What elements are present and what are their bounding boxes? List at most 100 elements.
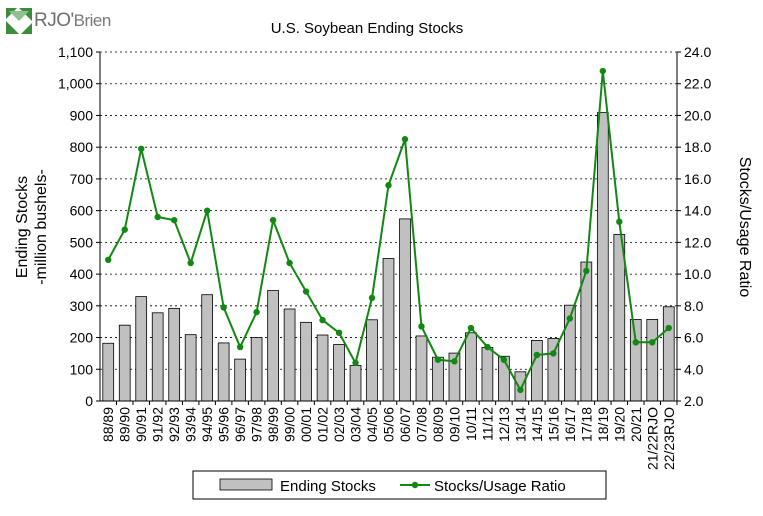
left-tick-label: 1,100 — [58, 44, 93, 60]
right-tick-label: 18.0 — [684, 139, 711, 155]
x-tick-label: 09/10 — [446, 407, 462, 442]
bar-ending-stocks — [316, 334, 329, 402]
left-tick-label: 600 — [70, 203, 94, 219]
bar-ending-stocks — [415, 335, 428, 402]
right-tick-label: 22.0 — [684, 76, 711, 92]
bar-ending-stocks — [234, 358, 246, 402]
x-tick-label: 06/07 — [397, 407, 413, 442]
point-stocks-usage-ratio — [451, 358, 458, 365]
bar-ending-stocks — [349, 365, 362, 402]
y-axis-label-left-1: Ending Stocks — [14, 176, 31, 278]
x-tick-label: 22/23RJO — [661, 407, 677, 470]
left-tick-label: 300 — [70, 298, 94, 314]
x-tick-label: 88/89 — [100, 407, 116, 442]
bar-ending-stocks — [547, 338, 560, 402]
bar-ending-stocks — [168, 307, 181, 402]
bar-ending-stocks — [613, 234, 626, 402]
x-tick-label: 11/12 — [479, 407, 495, 441]
y-axis-label-left-2: -million bushels- — [33, 169, 50, 285]
bar-ending-stocks — [118, 324, 131, 402]
x-tick-label: 05/06 — [381, 407, 397, 442]
bar-ending-stocks — [267, 290, 279, 402]
rjo-brien-logo: RJO'Brien — [6, 6, 111, 36]
legend-label-ending-stocks: Ending Stocks — [280, 478, 376, 495]
bar-ending-stocks — [481, 346, 494, 402]
point-stocks-usage-ratio — [649, 339, 656, 346]
point-stocks-usage-ratio — [616, 218, 623, 225]
x-tick-label: 07/08 — [413, 407, 429, 442]
x-tick-label: 01/02 — [315, 407, 331, 442]
left-tick-label: 1,000 — [58, 76, 93, 92]
point-stocks-usage-ratio — [566, 315, 574, 322]
point-stocks-usage-ratio — [170, 216, 178, 224]
bar-ending-stocks — [217, 342, 230, 402]
bar-ending-stocks — [300, 321, 312, 402]
point-stocks-usage-ratio — [203, 207, 211, 214]
x-tick-label: 94/95 — [199, 407, 215, 442]
point-stocks-usage-ratio — [335, 329, 343, 336]
x-tick-label: 10/11 — [463, 407, 479, 441]
x-tick-label: 15/16 — [545, 407, 561, 442]
legend-label-stocks-usage: Stocks/Usage Ratio — [434, 478, 566, 495]
point-stocks-usage-ratio — [484, 343, 491, 351]
bar-ending-stocks — [531, 339, 543, 402]
point-stocks-usage-ratio — [319, 316, 326, 324]
x-tick-label: 91/92 — [150, 407, 166, 442]
point-stocks-usage-ratio — [187, 259, 194, 267]
x-tick-label: 97/98 — [249, 407, 265, 442]
x-tick-label: 98/99 — [265, 407, 281, 442]
bar-ending-stocks — [135, 296, 148, 402]
bar-ending-stocks — [184, 334, 197, 402]
x-tick-label: 18/19 — [595, 407, 611, 442]
point-stocks-usage-ratio — [583, 267, 590, 275]
point-stocks-usage-ratio — [154, 213, 161, 221]
bar-ending-stocks — [646, 319, 659, 402]
bar-ending-stocks — [465, 332, 477, 402]
x-tick-label: 89/90 — [117, 407, 133, 442]
chart-title: U.S. Soybean Ending Stocks — [271, 20, 464, 37]
x-tick-label: 95/96 — [216, 407, 232, 442]
right-tick-label: 4.0 — [684, 361, 704, 377]
right-tick-label: 8.0 — [684, 298, 704, 314]
point-stocks-usage-ratio — [632, 339, 639, 346]
bar-ending-stocks — [201, 294, 214, 402]
right-tick-label: 2.0 — [684, 393, 704, 409]
bar-ending-stocks — [250, 337, 263, 402]
x-tick-label: 08/09 — [430, 407, 446, 442]
x-tick-label: 14/15 — [529, 407, 545, 442]
bar-ending-stocks — [399, 218, 411, 402]
point-stocks-usage-ratio — [121, 226, 128, 233]
point-stocks-usage-ratio — [385, 182, 392, 189]
right-tick-label: 12.0 — [684, 234, 711, 250]
point-stocks-usage-ratio — [105, 256, 112, 264]
x-tick-label: 96/97 — [232, 407, 248, 442]
x-tick-label: 17/18 — [578, 407, 594, 442]
bar-ending-stocks — [283, 308, 296, 402]
left-tick-label: 900 — [70, 107, 94, 123]
bar-ending-stocks — [629, 319, 642, 402]
x-tick-label: 92/93 — [166, 407, 182, 442]
bar-ending-stocks — [333, 344, 345, 402]
point-stocks-usage-ratio — [665, 324, 672, 332]
point-stocks-usage-ratio — [401, 136, 409, 143]
x-tick-label: 99/00 — [282, 407, 298, 442]
x-tick-label: 00/01 — [298, 407, 314, 442]
point-stocks-usage-ratio — [517, 386, 524, 394]
right-tick-label: 10.0 — [684, 266, 711, 282]
point-stocks-usage-ratio — [368, 294, 376, 302]
bar-ending-stocks — [498, 355, 510, 402]
point-stocks-usage-ratio — [599, 67, 607, 75]
x-tick-label: 16/17 — [562, 407, 578, 442]
logo-mark-icon — [6, 8, 32, 34]
left-tick-label: 0 — [85, 393, 93, 409]
legend-swatch-point — [411, 481, 419, 489]
bar-ending-stocks — [102, 342, 115, 402]
legend-swatch-bar — [219, 478, 273, 491]
point-stocks-usage-ratio — [269, 216, 277, 224]
bar-ending-stocks — [151, 312, 164, 402]
right-tick-label: 16.0 — [684, 171, 711, 187]
x-tick-label: 93/94 — [183, 407, 199, 442]
x-tick-label: 13/14 — [512, 407, 528, 442]
left-tick-label: 200 — [70, 330, 94, 346]
